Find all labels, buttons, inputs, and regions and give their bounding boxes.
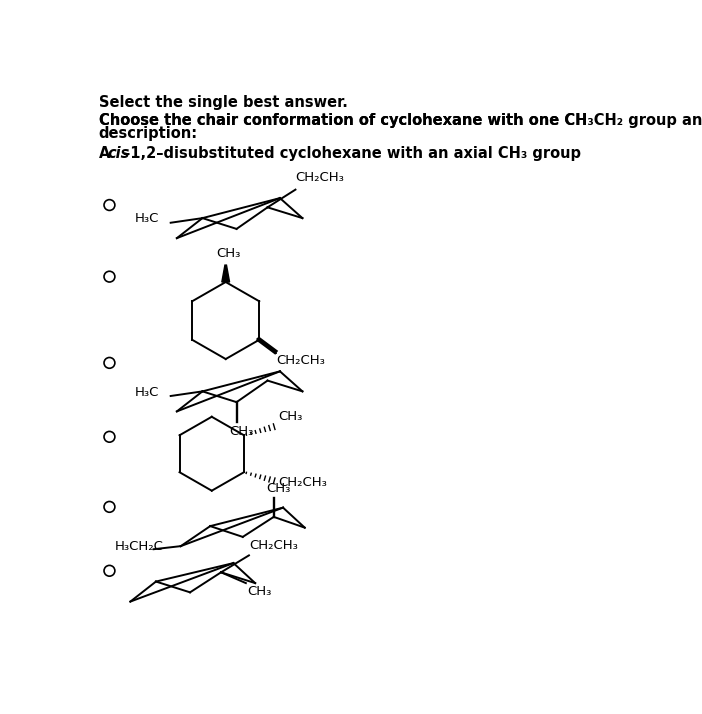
Polygon shape [222,265,230,282]
Text: CH₃: CH₃ [229,426,253,438]
Text: H₃CH₂C: H₃CH₂C [115,540,164,553]
Text: H₃C: H₃C [134,386,159,398]
Text: A: A [98,146,115,161]
Text: CH₂CH₃: CH₂CH₃ [296,171,344,184]
Text: CH₂CH₃: CH₂CH₃ [249,539,298,553]
Text: CH₂CH₃: CH₂CH₃ [278,476,327,490]
Text: cis: cis [107,146,129,161]
Text: Choose the chair conformation of cyclohexane with one CH₃CH₂ group and one CH₃ g: Choose the chair conformation of cyclohe… [98,113,702,128]
Text: CH₃: CH₃ [247,585,272,598]
Text: Select the single best answer.: Select the single best answer. [98,95,347,110]
Text: Choose the chair conformation of cyclohexane with one CH: Choose the chair conformation of cyclohe… [98,113,587,128]
Text: CH₂CH₃: CH₂CH₃ [277,353,325,367]
Text: CH₃: CH₃ [266,483,291,496]
Text: CH₃: CH₃ [216,248,241,261]
Text: H₃C: H₃C [134,212,159,226]
Text: –1,2–disubstituted cyclohexane with an axial CH₃ group: –1,2–disubstituted cyclohexane with an a… [124,146,581,161]
Text: CH₃: CH₃ [278,410,303,423]
Text: description:: description: [98,126,198,141]
Polygon shape [257,338,277,353]
